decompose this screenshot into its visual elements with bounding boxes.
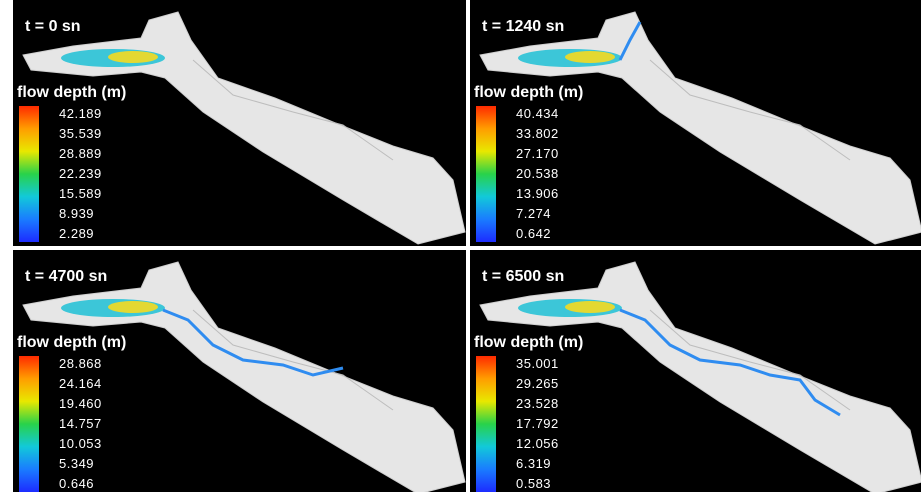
figure: t = 0 sn flow depth (m) 42.189 35.539 28.889… — [0, 0, 923, 492]
legend-label: 28.868 — [59, 356, 102, 371]
legend-label: 15.589 — [59, 186, 102, 201]
legend-label: 17.792 — [516, 416, 559, 431]
panel-title: t = 6500 sn — [482, 268, 564, 286]
legend-title: flow depth (m) — [474, 334, 583, 352]
legend-label: 22.239 — [59, 166, 102, 181]
legend-label: 0.646 — [59, 476, 94, 491]
legend-label: 13.906 — [516, 186, 559, 201]
legend-label: 5.349 — [59, 456, 94, 471]
panel: t = 4700 sn flow depth (m) 28.868 24.164 19.… — [13, 250, 466, 492]
legend-label: 35.539 — [59, 126, 102, 141]
reservoir-flow-deep — [108, 301, 158, 313]
color-bar — [476, 356, 496, 492]
legend-label: 2.289 — [59, 226, 94, 241]
legend-label: 23.528 — [516, 396, 559, 411]
panel-title: t = 4700 sn — [25, 268, 107, 286]
legend-title: flow depth (m) — [17, 84, 126, 102]
panel-title: t = 1240 sn — [482, 18, 564, 36]
legend-label: 6.319 — [516, 456, 551, 471]
legend-title: flow depth (m) — [17, 334, 126, 352]
legend-label: 0.583 — [516, 476, 551, 491]
legend-label: 40.434 — [516, 106, 559, 121]
legend-label: 8.939 — [59, 206, 94, 221]
panel-title: t = 0 sn — [25, 18, 81, 36]
legend-label: 42.189 — [59, 106, 102, 121]
legend-label: 27.170 — [516, 146, 559, 161]
legend-label: 20.538 — [516, 166, 559, 181]
reservoir-flow-deep — [565, 301, 615, 313]
legend-label: 29.265 — [516, 376, 559, 391]
legend-title: flow depth (m) — [474, 84, 583, 102]
panel: t = 0 sn flow depth (m) 42.189 35.539 28.889… — [13, 0, 466, 246]
color-bar — [19, 106, 39, 242]
legend-label: 7.274 — [516, 206, 551, 221]
color-bar — [19, 356, 39, 492]
legend-label: 28.889 — [59, 146, 102, 161]
reservoir-flow-deep — [108, 51, 158, 63]
reservoir-flow-deep — [565, 51, 615, 63]
legend-label: 19.460 — [59, 396, 102, 411]
legend-label: 35.001 — [516, 356, 559, 371]
panel: t = 1240 sn flow depth (m) 40.434 33.802 27.… — [470, 0, 921, 246]
panel: t = 6500 sn flow depth (m) 35.001 29.265 23.… — [470, 250, 921, 492]
legend-label: 33.802 — [516, 126, 559, 141]
color-bar — [476, 106, 496, 242]
legend-label: 24.164 — [59, 376, 102, 391]
legend-label: 10.053 — [59, 436, 102, 451]
legend-label: 0.642 — [516, 226, 551, 241]
legend-label: 12.056 — [516, 436, 559, 451]
legend-label: 14.757 — [59, 416, 102, 431]
